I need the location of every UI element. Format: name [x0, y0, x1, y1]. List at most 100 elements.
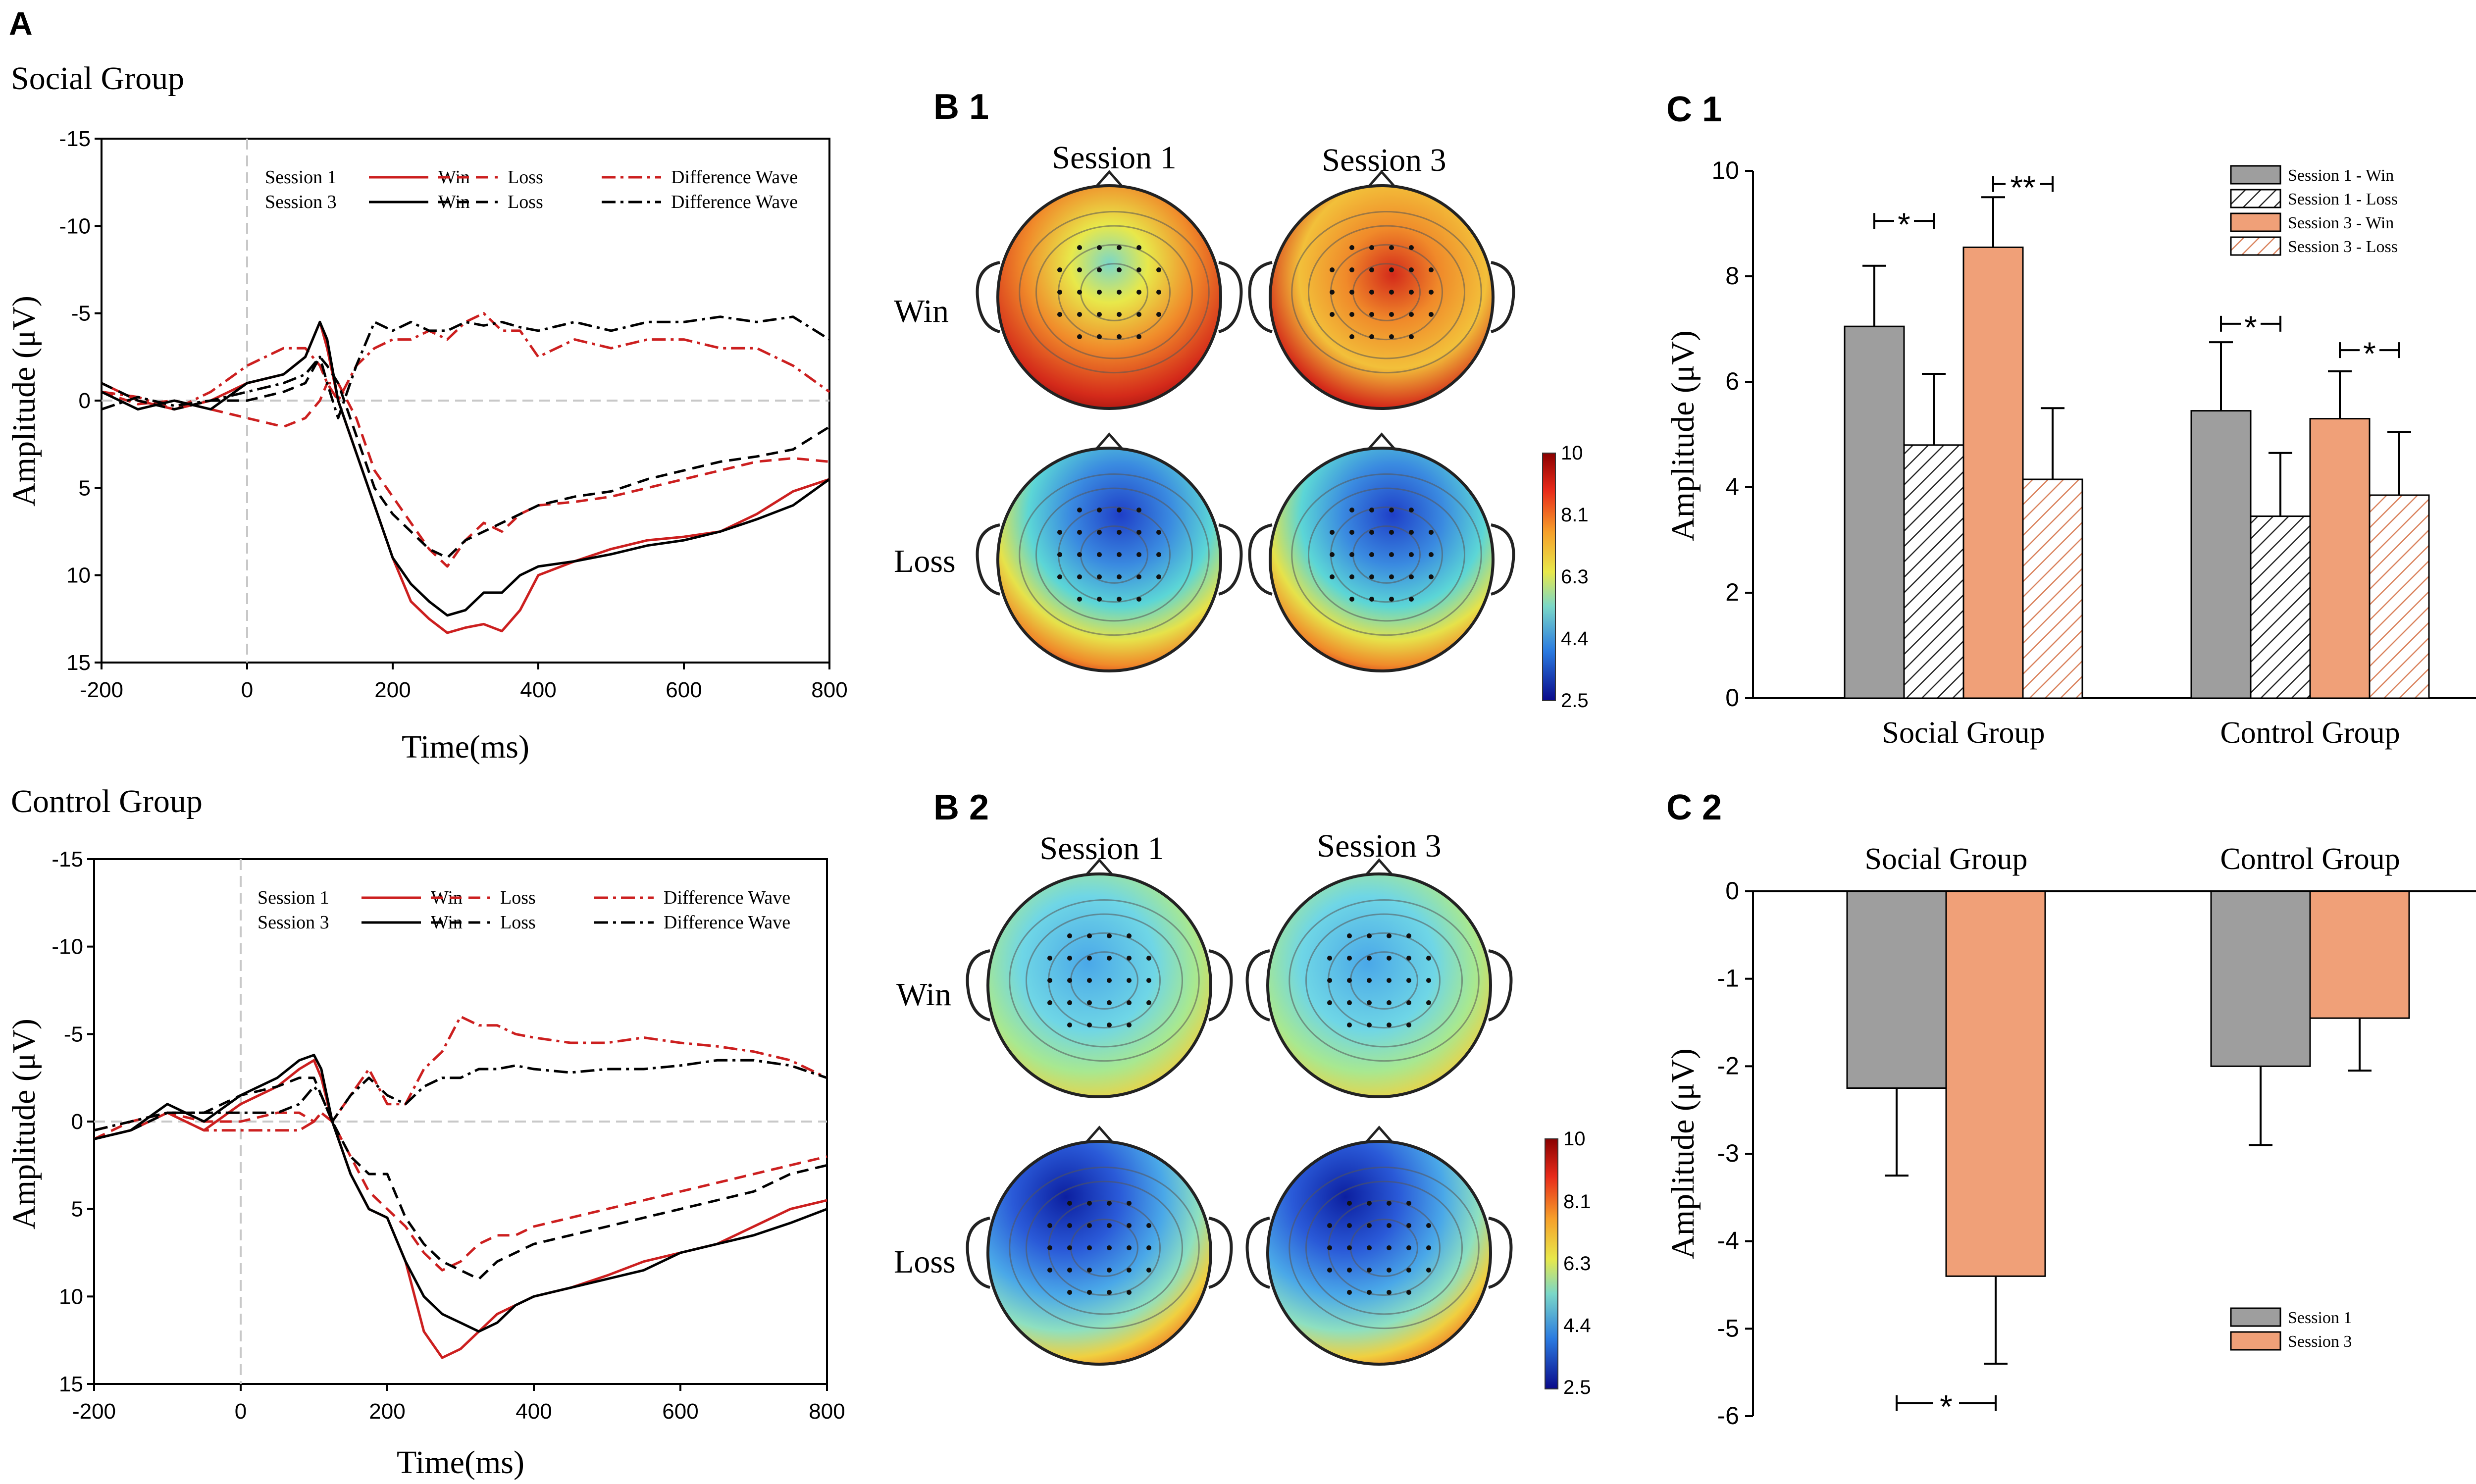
traces	[101, 312, 830, 634]
electrode-dot	[1347, 1201, 1352, 1206]
electrode-dot	[1429, 267, 1434, 272]
electrode-dot	[1429, 552, 1434, 557]
y-tick-label: -1	[1717, 965, 1739, 992]
electrode-dot	[1136, 552, 1141, 557]
electrode-dot	[1387, 956, 1392, 961]
electrode-dot	[1330, 552, 1335, 557]
electrode-dot	[1426, 956, 1431, 961]
legend: Session 1 - Win Session 1 - Loss Session 3…	[2230, 165, 2398, 256]
x-tick-label: -200	[80, 678, 123, 702]
electrode-dot	[1409, 245, 1414, 250]
electrode-dot	[1097, 290, 1102, 295]
colorbar-b1: 10 8.1 6.3 4.4 2.5	[1542, 442, 1589, 712]
electrode-dot	[1057, 290, 1062, 295]
legend-swatch	[2230, 212, 2281, 232]
electrode-dot	[1389, 530, 1394, 535]
electrode-dot	[1387, 1000, 1392, 1005]
bar	[1945, 890, 2046, 1277]
electrode-dot	[1077, 290, 1082, 295]
legend-session-label: Session 3	[258, 912, 329, 933]
electrode-dot	[1087, 1223, 1092, 1228]
electrode-dot	[1369, 574, 1374, 579]
electrode-dot	[1087, 1023, 1092, 1027]
nose	[1093, 432, 1125, 452]
electrode-dot	[1067, 1290, 1072, 1295]
electrode-dot	[1349, 290, 1354, 295]
head-outline	[986, 1140, 1212, 1366]
electrode-dot	[1117, 552, 1122, 557]
electrode-dot	[1097, 508, 1102, 512]
colorbar-tick: 4.4	[1561, 628, 1589, 650]
electrode-dot	[1136, 245, 1141, 250]
legend-entry-label: Difference Wave	[664, 887, 790, 908]
y-tick-label: 10	[66, 563, 91, 588]
trace-session-1-win	[94, 1059, 827, 1359]
category-label: Social Group	[1882, 716, 2045, 750]
left-ear	[976, 523, 1000, 596]
electrode-dot	[1136, 312, 1141, 317]
electrode-dot	[1409, 574, 1414, 579]
electrode-dot	[1067, 1023, 1072, 1027]
left-ear	[966, 949, 990, 1022]
right-ear	[1218, 261, 1243, 333]
electrode-dot	[1077, 245, 1082, 250]
electrode-dot	[1389, 267, 1394, 272]
electrode-dot	[1047, 978, 1052, 983]
bar	[2022, 478, 2083, 699]
bar	[2369, 494, 2430, 699]
electrode-dot	[1136, 597, 1141, 602]
y-tick-label: 10	[1711, 156, 1739, 184]
electrode-dot	[1347, 933, 1352, 938]
electrode-dot	[1146, 956, 1151, 961]
electrode-dot	[1047, 1223, 1052, 1228]
electrode-dot	[1409, 552, 1414, 557]
y-axis-label: Amplitude (μV)	[6, 1019, 42, 1229]
right-ear	[1218, 523, 1243, 596]
electrode-dot	[1117, 597, 1122, 602]
significance: *****	[1873, 169, 2400, 372]
electrode-dot	[1097, 552, 1102, 557]
scalp-map-b2-win-s1	[966, 858, 1233, 1098]
electrode-dot	[1127, 1268, 1132, 1273]
panel-label-c1: C 1	[1666, 90, 1722, 129]
electrode-dot	[1387, 1023, 1392, 1027]
legend-session-label: Session 3	[265, 192, 337, 212]
electrode-dot	[1136, 290, 1141, 295]
x-tick-label: 600	[666, 678, 702, 702]
nose	[1366, 432, 1397, 452]
electrode-dot	[1367, 1245, 1372, 1250]
y-tick-label: 0	[79, 389, 91, 413]
electrode-dot	[1369, 508, 1374, 512]
colorbar-tick: 4.4	[1563, 1315, 1591, 1336]
electrode-dot	[1406, 933, 1411, 938]
right-ear	[1491, 523, 1515, 596]
electrode-dot	[1146, 978, 1151, 983]
colorbar-tick: 10	[1561, 442, 1583, 464]
x-tick-label: 200	[374, 678, 411, 702]
contour-line	[1035, 487, 1193, 622]
electrode-dot	[1146, 1245, 1151, 1250]
colorbar-tick: 6.3	[1561, 566, 1589, 588]
y-tick-label: -10	[52, 935, 83, 959]
legend-label: Session 1	[2288, 1309, 2352, 1327]
nose	[1363, 1126, 1395, 1145]
electrode-dot	[1327, 1268, 1332, 1273]
x-tick-label: 800	[811, 678, 847, 702]
electrode-dot	[1136, 334, 1141, 339]
electrode-dot	[1077, 530, 1082, 535]
electrode-dot	[1426, 1000, 1431, 1005]
electrode-dot	[1327, 1245, 1332, 1250]
electrode-dot	[1406, 1201, 1411, 1206]
electrode-dot	[1369, 552, 1374, 557]
electrode-dot	[1367, 1268, 1372, 1273]
electrode-dot	[1367, 1290, 1372, 1295]
electrode-dot	[1087, 956, 1092, 961]
electrode-dot	[1057, 574, 1062, 579]
electrode-dot	[1367, 933, 1372, 938]
legend-session-label: Session 1	[258, 887, 329, 908]
electrode-dot	[1057, 267, 1062, 272]
electrode-dot	[1107, 1290, 1112, 1295]
b1-header-session3: Session 3	[1322, 142, 1446, 178]
electrode-dot	[1406, 1245, 1411, 1250]
colorbar-tick: 2.5	[1561, 690, 1589, 712]
